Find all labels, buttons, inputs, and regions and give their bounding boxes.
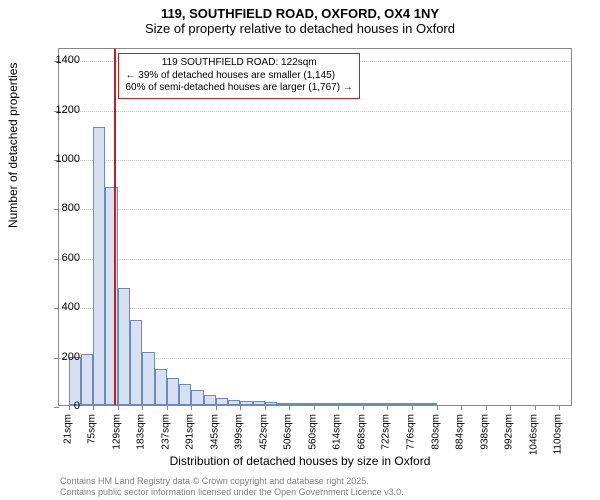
histogram-bar: [314, 403, 326, 405]
xtick-label: 1100sqm: [553, 414, 564, 454]
xtick-label: 776sqm: [405, 414, 416, 450]
chart-container: 119, SOUTHFIELD ROAD, OXFORD, OX4 1NY Si…: [0, 0, 600, 500]
xtick-label: 75sqm: [87, 414, 98, 444]
xtick-mark: [167, 405, 168, 410]
histogram-bar: [191, 390, 203, 405]
xtick-label: 183sqm: [136, 414, 147, 450]
histogram-bar: [130, 320, 142, 405]
xtick-mark: [289, 405, 290, 410]
xtick-label: 1046sqm: [528, 414, 539, 455]
xtick-mark: [216, 405, 217, 410]
histogram-bar: [81, 354, 93, 405]
xtick-mark: [338, 405, 339, 410]
xtick-mark: [363, 405, 364, 410]
x-axis-label: Distribution of detached houses by size …: [0, 454, 600, 468]
xtick-label: 237sqm: [160, 414, 171, 450]
footer-line2: Contains public sector information licen…: [60, 487, 404, 498]
histogram-bar: [387, 403, 399, 405]
histogram-bar: [179, 384, 191, 405]
histogram-bar: [412, 403, 424, 405]
histogram-bar: [216, 398, 228, 405]
xtick-label: 560sqm: [307, 414, 318, 450]
histogram-bar: [118, 288, 130, 405]
ytick-label: 400: [40, 301, 80, 313]
xtick-label: 938sqm: [479, 414, 490, 450]
xtick-label: 668sqm: [356, 414, 367, 450]
histogram-bar: [400, 403, 412, 405]
xtick-mark: [240, 405, 241, 410]
histogram-bar: [93, 127, 105, 405]
xtick-label: 129sqm: [111, 414, 122, 450]
xtick-label: 399sqm: [234, 414, 245, 450]
gridline: [59, 111, 571, 112]
xtick-label: 506sqm: [283, 414, 294, 450]
ytick-label: 200: [40, 351, 80, 363]
gridline: [59, 308, 571, 309]
histogram-bar: [375, 403, 387, 405]
xtick-label: 992sqm: [504, 414, 515, 450]
histogram-bar: [424, 403, 436, 405]
histogram-bar: [289, 403, 301, 405]
xtick-mark: [461, 405, 462, 410]
histogram-bar: [228, 400, 240, 405]
histogram-bar: [265, 402, 277, 405]
gridline: [59, 259, 571, 260]
xtick-label: 291sqm: [185, 414, 196, 450]
title-sub: Size of property relative to detached ho…: [0, 21, 600, 36]
histogram-bar: [351, 403, 363, 405]
xtick-mark: [510, 405, 511, 410]
footer-line1: Contains HM Land Registry data © Crown c…: [60, 476, 404, 487]
histogram-bar: [69, 357, 81, 405]
xtick-mark: [118, 405, 119, 410]
ytick-label: 600: [40, 252, 80, 264]
xtick-label: 614sqm: [332, 414, 343, 450]
xtick-label: 21sqm: [62, 414, 73, 444]
xtick-label: 722sqm: [381, 414, 392, 450]
annotation-box: 119 SOUTHFIELD ROAD: 122sqm← 39% of deta…: [118, 53, 359, 99]
y-axis-label: Number of detached properties: [6, 63, 20, 228]
xtick-mark: [535, 405, 536, 410]
histogram-bar: [277, 403, 289, 405]
gridline: [59, 160, 571, 161]
xtick-mark: [486, 405, 487, 410]
histogram-bar: [142, 352, 154, 405]
xtick-label: 884sqm: [455, 414, 466, 450]
xtick-mark: [265, 405, 266, 410]
xtick-label: 345sqm: [209, 414, 220, 450]
histogram-bar: [338, 403, 350, 405]
ytick-label: 1400: [40, 54, 80, 66]
histogram-bar: [253, 401, 265, 405]
xtick-mark: [412, 405, 413, 410]
histogram-bar: [155, 369, 167, 405]
plot-area: 119 SOUTHFIELD ROAD: 122sqm← 39% of deta…: [58, 48, 572, 406]
xtick-label: 830sqm: [430, 414, 441, 450]
histogram-bar: [326, 403, 338, 405]
xtick-mark: [93, 405, 94, 410]
footer-attribution: Contains HM Land Registry data © Crown c…: [60, 476, 404, 498]
histogram-bar: [240, 401, 252, 405]
xtick-mark: [191, 405, 192, 410]
marker-line: [114, 49, 116, 405]
ytick-label: 1200: [40, 104, 80, 116]
title-block: 119, SOUTHFIELD ROAD, OXFORD, OX4 1NY Si…: [0, 0, 600, 36]
annotation-line1: 119 SOUTHFIELD ROAD: 122sqm: [125, 57, 352, 70]
xtick-mark: [314, 405, 315, 410]
ytick-label: 800: [40, 202, 80, 214]
gridline: [59, 209, 571, 210]
histogram-bar: [167, 378, 179, 405]
annotation-line3: 60% of semi-detached houses are larger (…: [125, 82, 352, 95]
ytick-label: 0: [40, 400, 80, 412]
histogram-bar: [363, 403, 375, 405]
xtick-mark: [437, 405, 438, 410]
xtick-mark: [387, 405, 388, 410]
xtick-mark: [142, 405, 143, 410]
xtick-mark: [559, 405, 560, 410]
annotation-line2: ← 39% of detached houses are smaller (1,…: [125, 70, 352, 83]
histogram-bar: [204, 395, 216, 405]
xtick-label: 452sqm: [258, 414, 269, 450]
histogram-bar: [301, 403, 313, 405]
ytick-label: 1000: [40, 153, 80, 165]
title-main: 119, SOUTHFIELD ROAD, OXFORD, OX4 1NY: [0, 6, 600, 21]
